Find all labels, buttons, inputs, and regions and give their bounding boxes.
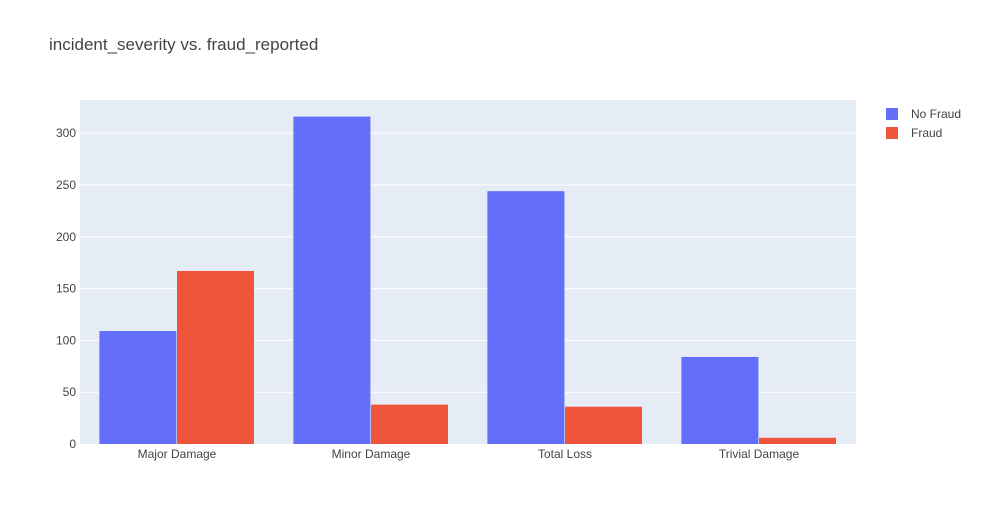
legend[interactable]: No Fraud Fraud [886,107,961,140]
bars [99,116,836,445]
x-tick-label: Total Loss [538,447,592,461]
y-tick-label: 150 [56,282,76,296]
legend-label[interactable]: Fraud [911,126,942,140]
y-tick-label: 0 [69,437,76,451]
y-tick-label: 50 [63,385,77,399]
y-tick-label: 250 [56,178,76,192]
y-tick-label: 300 [56,126,76,140]
bar-no-fraud-major-damage[interactable] [99,331,177,444]
legend-swatch[interactable] [886,127,898,139]
x-tick-label: Minor Damage [332,447,411,461]
y-tick-label: 200 [56,230,76,244]
bar-no-fraud-total-loss[interactable] [487,191,565,444]
x-tick-label: Trivial Damage [719,447,800,461]
bar-no-fraud-minor-damage[interactable] [293,116,371,445]
legend-label[interactable]: No Fraud [911,107,961,121]
x-tick-label: Major Damage [138,447,217,461]
bar-fraud-trivial-damage[interactable] [759,437,836,444]
bar-no-fraud-trivial-damage[interactable] [681,356,759,444]
legend-swatch[interactable] [886,108,898,120]
bar-fraud-major-damage[interactable] [177,270,254,444]
bar-fraud-minor-damage[interactable] [371,404,448,444]
y-axis-ticks: 0 50 100 150 200 250 300 [56,126,76,451]
y-tick-label: 100 [56,333,76,347]
chart-title: incident_severity vs. fraud_reported [49,35,318,54]
bar-fraud-total-loss[interactable] [565,406,642,444]
x-axis-ticks: Major Damage Minor Damage Total Loss Trivia… [138,447,800,461]
